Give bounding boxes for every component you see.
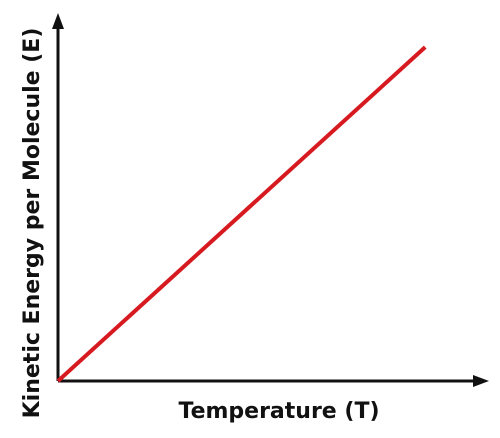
x-axis-arrow-head — [473, 375, 489, 387]
series-line — [56, 45, 427, 383]
x-axis-label: Temperature (T) — [178, 399, 379, 424]
y-axis-label: Kinetic Energy per Molecule (E) — [20, 28, 45, 419]
y-axis-arrow-head — [52, 13, 64, 29]
